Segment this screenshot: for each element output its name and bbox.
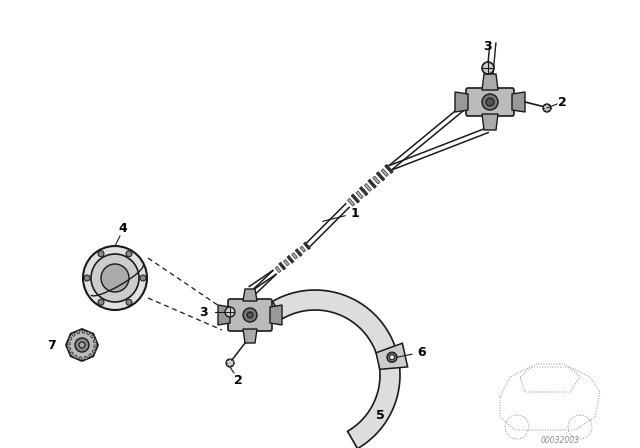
Polygon shape — [372, 176, 380, 184]
Polygon shape — [482, 114, 498, 130]
Polygon shape — [356, 191, 364, 199]
Circle shape — [482, 62, 494, 74]
Polygon shape — [455, 92, 468, 112]
Polygon shape — [376, 172, 385, 181]
Polygon shape — [70, 352, 74, 356]
Circle shape — [226, 359, 234, 367]
Polygon shape — [376, 343, 408, 369]
Polygon shape — [90, 334, 95, 338]
Polygon shape — [89, 353, 93, 358]
Text: 2: 2 — [557, 95, 566, 108]
Circle shape — [486, 98, 494, 106]
Circle shape — [126, 299, 132, 305]
Text: 1: 1 — [351, 207, 360, 220]
Polygon shape — [270, 305, 282, 325]
Polygon shape — [482, 74, 498, 90]
Text: 3: 3 — [198, 306, 207, 319]
Polygon shape — [67, 342, 70, 345]
Text: 00032003: 00032003 — [541, 435, 579, 444]
Polygon shape — [243, 329, 257, 343]
Polygon shape — [67, 347, 71, 351]
Polygon shape — [300, 246, 306, 252]
Polygon shape — [84, 356, 88, 360]
Polygon shape — [94, 345, 97, 348]
Polygon shape — [79, 357, 82, 360]
Polygon shape — [385, 164, 394, 174]
Polygon shape — [275, 266, 281, 273]
Text: 4: 4 — [118, 221, 127, 234]
Text: 2: 2 — [234, 374, 243, 387]
Text: 3: 3 — [484, 39, 492, 52]
Circle shape — [243, 308, 257, 322]
Polygon shape — [278, 262, 286, 270]
Polygon shape — [82, 330, 85, 333]
Polygon shape — [86, 331, 90, 335]
Text: 6: 6 — [418, 346, 426, 359]
Circle shape — [84, 275, 90, 281]
Circle shape — [75, 338, 89, 352]
Polygon shape — [243, 289, 257, 301]
Circle shape — [225, 307, 235, 317]
Polygon shape — [360, 186, 368, 196]
Circle shape — [140, 275, 146, 281]
Text: 5: 5 — [376, 409, 385, 422]
Polygon shape — [218, 305, 230, 325]
FancyBboxPatch shape — [466, 88, 514, 116]
Polygon shape — [351, 194, 360, 203]
Polygon shape — [273, 290, 400, 448]
Polygon shape — [348, 198, 355, 206]
Polygon shape — [66, 329, 98, 361]
Polygon shape — [287, 255, 294, 263]
Text: 7: 7 — [47, 339, 56, 352]
FancyBboxPatch shape — [228, 299, 272, 331]
Circle shape — [98, 299, 104, 305]
Circle shape — [101, 264, 129, 292]
Polygon shape — [68, 336, 72, 340]
Circle shape — [126, 251, 132, 257]
Polygon shape — [364, 184, 372, 191]
Polygon shape — [92, 349, 96, 353]
Circle shape — [482, 94, 498, 110]
Circle shape — [543, 104, 551, 112]
Circle shape — [79, 342, 85, 348]
Polygon shape — [292, 253, 298, 259]
Polygon shape — [381, 169, 388, 177]
Polygon shape — [512, 92, 525, 112]
Polygon shape — [93, 339, 97, 343]
Polygon shape — [72, 332, 76, 336]
Polygon shape — [284, 259, 289, 266]
Polygon shape — [76, 330, 79, 334]
Circle shape — [247, 312, 253, 318]
Polygon shape — [303, 242, 310, 250]
Circle shape — [83, 246, 147, 310]
Circle shape — [390, 355, 394, 360]
Polygon shape — [368, 179, 376, 189]
Circle shape — [387, 352, 397, 362]
Polygon shape — [295, 249, 302, 257]
Circle shape — [91, 254, 139, 302]
Circle shape — [98, 251, 104, 257]
Polygon shape — [74, 355, 77, 359]
